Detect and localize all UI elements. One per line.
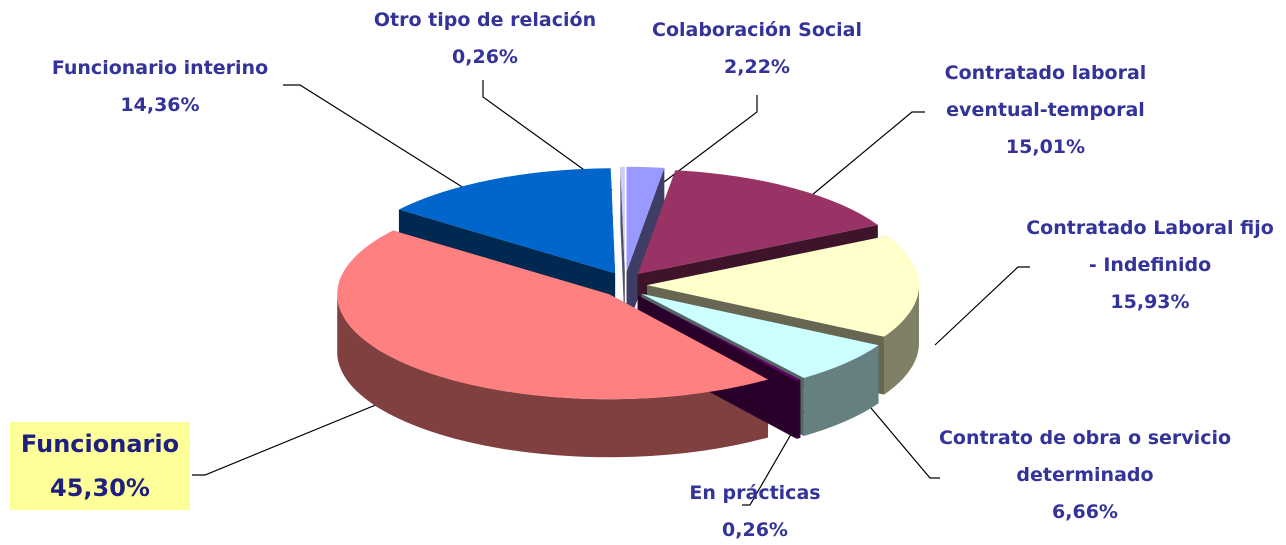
leader-line — [283, 84, 476, 196]
slice-label: Contratado Laboral fijo - Indefinido 15,9… — [1020, 210, 1280, 321]
value-label: 45,30% — [50, 474, 150, 502]
category-name: Colaboración Social — [652, 19, 862, 41]
value-label: 15,01% — [1005, 136, 1086, 158]
value-label: 6,66% — [1052, 501, 1118, 523]
slice — [637, 170, 878, 275]
category-name: Contratado laboral eventual-temporal — [944, 62, 1147, 121]
leader-line — [799, 111, 925, 206]
value-label: 0,26% — [722, 519, 788, 541]
leader-line — [859, 394, 940, 479]
value-label: 14,36% — [120, 94, 200, 116]
category-name: Funcionario interino — [51, 57, 269, 79]
value-label: 0,26% — [452, 46, 518, 68]
leader-lines — [192, 80, 1030, 506]
slice-wall — [626, 167, 665, 330]
slice-label: Funcionario 45,30% — [10, 422, 190, 510]
value-label: 2,22% — [724, 56, 790, 78]
slice — [626, 166, 665, 272]
slice-label: Contrato de obra o servicio determinado 6… — [935, 420, 1235, 531]
slice — [337, 230, 768, 400]
slice — [398, 168, 616, 274]
slice-side — [803, 345, 879, 436]
leader-line — [934, 266, 1030, 346]
slice-label: Otro tipo de relación 0,26% — [345, 2, 625, 76]
slice-wall — [620, 166, 625, 330]
leader-line — [192, 394, 401, 476]
category-name: En prácticas — [689, 482, 821, 504]
slice-label: Colaboración Social 2,22% — [632, 12, 882, 86]
category-name: Otro tipo de relación — [373, 9, 597, 31]
value-label: 15,93% — [1110, 291, 1190, 313]
category-name: Contrato de obra o servicio determinado — [938, 427, 1232, 486]
slice-label: Funcionario interino 14,36% — [20, 50, 300, 124]
slice-side — [337, 294, 768, 458]
slice — [641, 293, 879, 378]
leader-line — [482, 80, 613, 191]
slice-label: En prácticas 0,26% — [650, 475, 860, 545]
slice-side — [884, 285, 919, 395]
slice-side — [796, 379, 801, 439]
category-name: Funcionario — [20, 430, 180, 458]
category-name: Contratado Laboral fijo - Indefinido — [1026, 217, 1274, 276]
leader-line — [742, 409, 806, 506]
slice — [637, 295, 801, 381]
slice — [620, 166, 625, 272]
slice-label: Contratado laboral eventual-temporal 15,0… — [908, 55, 1183, 166]
slice — [646, 235, 919, 337]
